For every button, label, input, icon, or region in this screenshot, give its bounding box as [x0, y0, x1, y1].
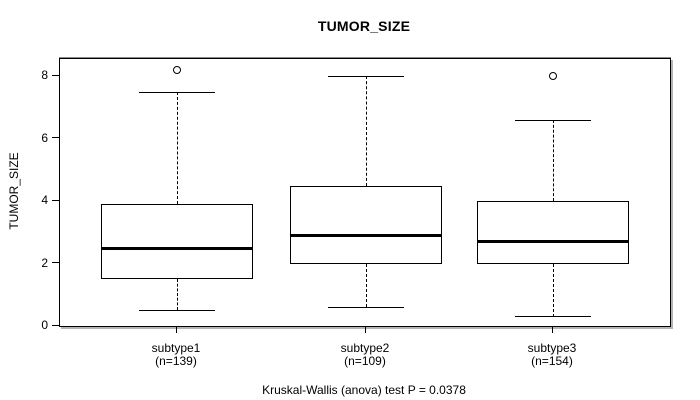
y-axis-tick-label: 6 [41, 130, 48, 145]
group-name: subtype3 [527, 341, 577, 355]
iqr-box [477, 201, 629, 264]
median-line [477, 240, 629, 244]
outlier-point [549, 72, 557, 81]
median-line [290, 234, 442, 238]
iqr-box [101, 204, 253, 280]
lower-whisker-line [177, 279, 178, 311]
y-axis-tick [52, 74, 59, 76]
group-sample-size: (n=139) [155, 354, 197, 368]
chart-title: TUMOR_SIZE [317, 18, 411, 34]
upper-whisker-line [553, 120, 554, 202]
x-axis-tick [365, 326, 366, 333]
y-axis-tick-label: 4 [41, 193, 48, 208]
x-axis-tick [176, 326, 177, 333]
upper-whisker-cap [139, 91, 215, 93]
outlier-point [173, 66, 181, 75]
lower-whisker-cap [515, 316, 591, 318]
plot-area [59, 58, 671, 327]
group-label: subtype2 (n=109) [285, 342, 445, 368]
group-label: subtype1 (n=139) [96, 342, 256, 368]
y-axis-tick [52, 262, 59, 264]
group-sample-size: (n=109) [344, 354, 386, 368]
median-line [101, 246, 253, 250]
group-sample-size: (n=154) [531, 354, 573, 368]
y-axis-tick-label: 0 [41, 318, 48, 332]
lower-whisker-line [366, 263, 367, 308]
y-axis-tick-label: 2 [41, 255, 48, 270]
lower-whisker-cap [328, 306, 404, 308]
y-axis-tick [52, 199, 59, 201]
upper-whisker-line [366, 76, 367, 186]
group-name: subtype2 [340, 341, 390, 355]
y-axis-tick [52, 137, 59, 139]
upper-whisker-cap [515, 119, 591, 121]
lower-whisker-cap [139, 309, 215, 311]
y-axis-tick-label: 8 [41, 68, 48, 83]
group-label: subtype3 (n=154) [472, 342, 632, 368]
group-name: subtype1 [151, 341, 201, 355]
lower-whisker-line [553, 263, 554, 317]
stat-test-caption: Kruskal-Wallis (anova) test P = 0.0378 [262, 383, 466, 397]
x-axis-tick [552, 326, 553, 333]
iqr-box [290, 185, 442, 264]
upper-whisker-cap [328, 75, 404, 77]
upper-whisker-line [177, 92, 178, 205]
y-axis-tick [52, 324, 59, 326]
